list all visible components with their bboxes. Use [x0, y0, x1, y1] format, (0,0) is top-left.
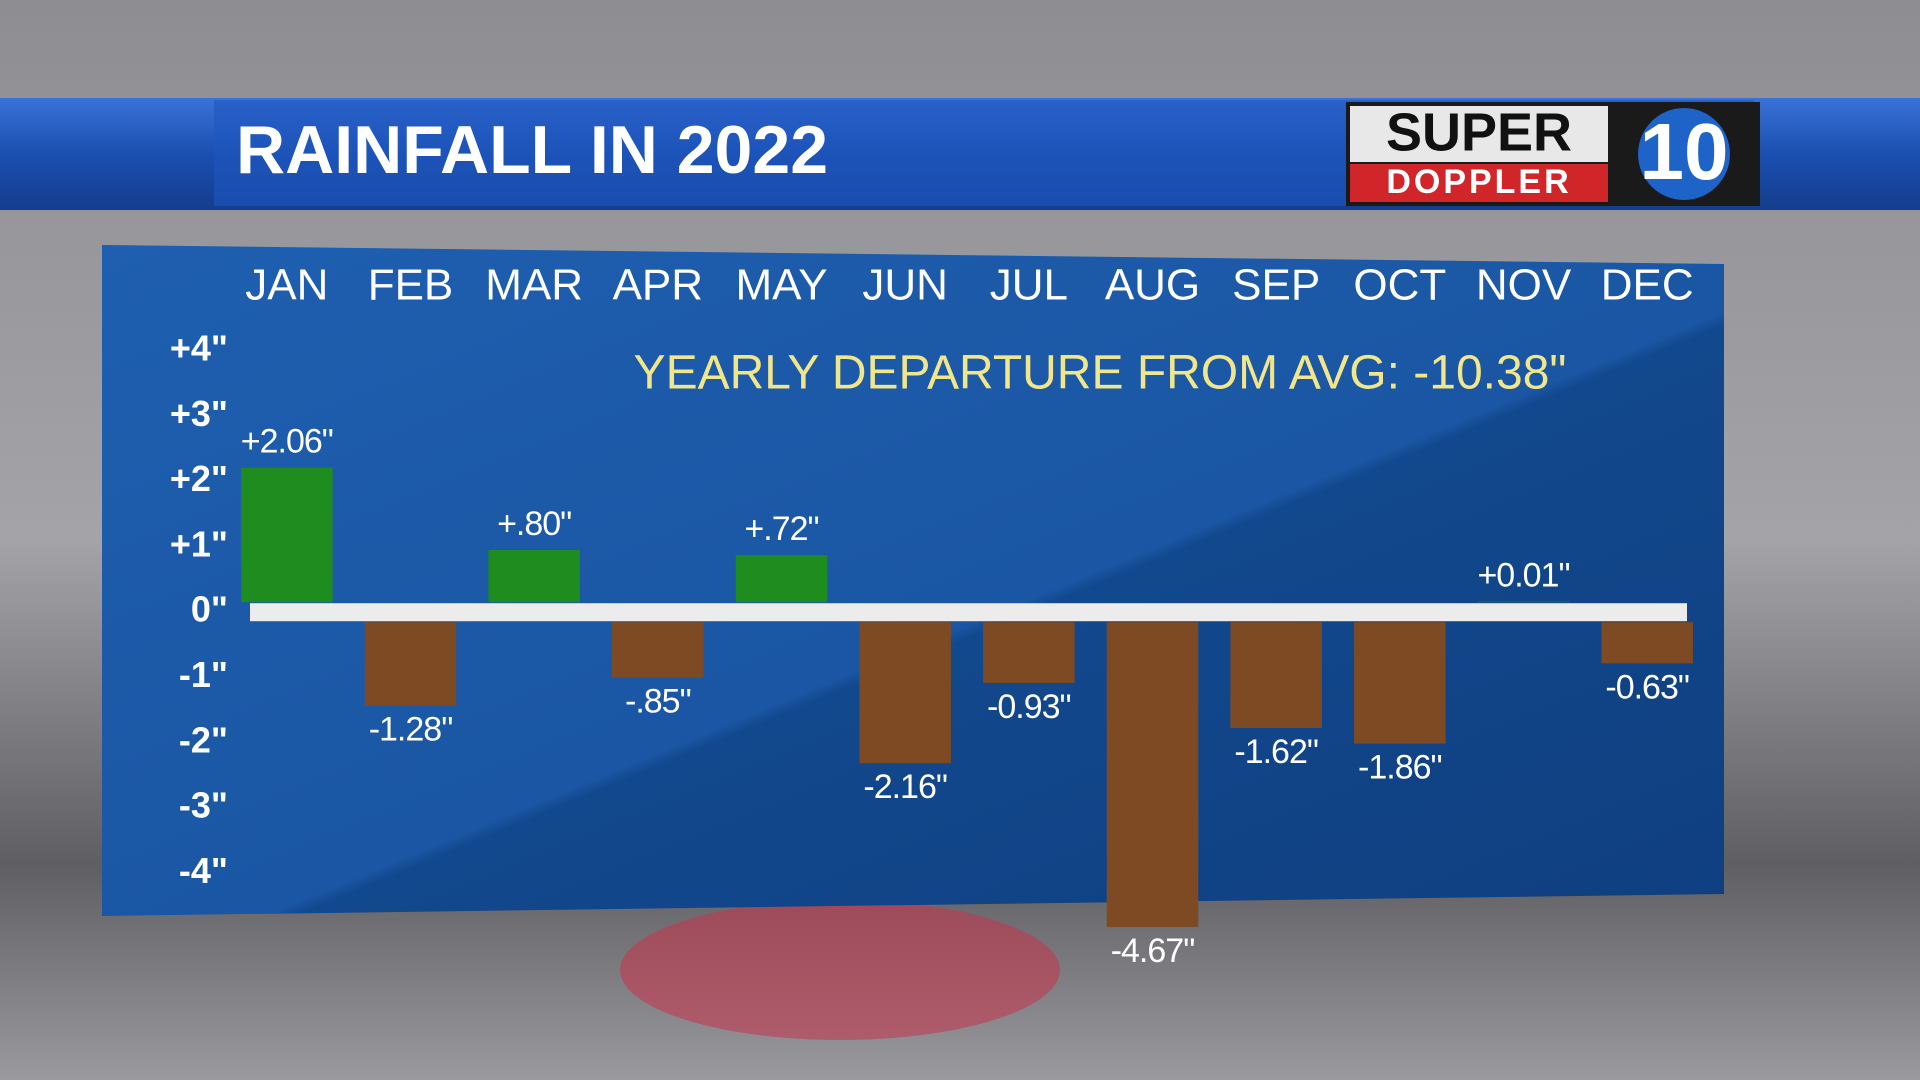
y-tick-label: +3": [170, 393, 228, 434]
value-label: -4.67": [1111, 932, 1195, 970]
y-tick-label: -4": [179, 850, 228, 891]
logo-bottom: DOPPLER: [1386, 163, 1571, 201]
chart-title: RAINFALL IN 2022: [236, 112, 828, 188]
x-tick-label: JAN: [245, 261, 328, 310]
y-tick-label: -3": [179, 785, 228, 826]
x-tick-label: FEB: [368, 261, 454, 310]
bar: [1230, 622, 1322, 728]
bar: [983, 622, 1075, 683]
value-label: +.72": [744, 510, 818, 548]
y-tick-label: -2": [179, 719, 228, 760]
x-tick-label: APR: [613, 261, 703, 310]
value-label: -1.62": [1234, 733, 1318, 771]
bar: [241, 467, 333, 603]
value-label: -0.63": [1605, 668, 1689, 706]
value-label: -.85": [625, 683, 691, 721]
value-label: +.80": [497, 505, 571, 543]
value-label: -1.86": [1358, 749, 1442, 787]
x-tick-label: NOV: [1476, 261, 1572, 310]
value-label: +2.06": [241, 423, 333, 461]
x-tick-label: OCT: [1353, 261, 1446, 310]
y-tick-label: -1": [179, 654, 228, 695]
x-tick-label: MAY: [735, 261, 827, 310]
x-tick-label: DEC: [1601, 261, 1694, 310]
bar: [1354, 622, 1446, 744]
bar: [1601, 622, 1693, 664]
x-tick-label: JUN: [862, 261, 948, 310]
logo-top: SUPER: [1386, 102, 1572, 162]
x-tick-label: MAR: [485, 261, 583, 310]
value-label: -0.93": [987, 688, 1071, 726]
logo: SUPER DOPPLER 10: [1346, 102, 1760, 206]
bar: [612, 622, 704, 678]
bar: [364, 622, 457, 706]
y-tick-label: +1": [170, 523, 228, 564]
background-blur: [620, 900, 1060, 1040]
bar: [488, 549, 580, 603]
logo-bottom-bg: [1350, 164, 1608, 202]
y-tick-label: +4": [170, 328, 228, 369]
y-tick-label: 0": [191, 589, 228, 630]
zero-line: [250, 603, 1687, 622]
x-tick-label: AUG: [1105, 261, 1200, 310]
bar: [1477, 601, 1570, 603]
logo-number: 10: [1640, 107, 1729, 196]
bar: [1106, 622, 1199, 928]
x-tick-label: SEP: [1232, 261, 1320, 310]
y-tick-label: +2": [170, 458, 228, 499]
value-label: -2.16": [863, 768, 947, 806]
bar: [859, 622, 951, 764]
logo-circle: [1638, 108, 1730, 200]
value-label: -1.28": [369, 711, 453, 749]
value-label: +0.01": [1477, 557, 1569, 595]
logo-top-bg: [1350, 106, 1608, 162]
bar: [735, 555, 828, 603]
annotation: YEARLY DEPARTURE FROM AVG: -10.38": [634, 347, 1567, 400]
chart-panel: [102, 245, 1724, 916]
x-tick-label: JUL: [990, 261, 1068, 310]
